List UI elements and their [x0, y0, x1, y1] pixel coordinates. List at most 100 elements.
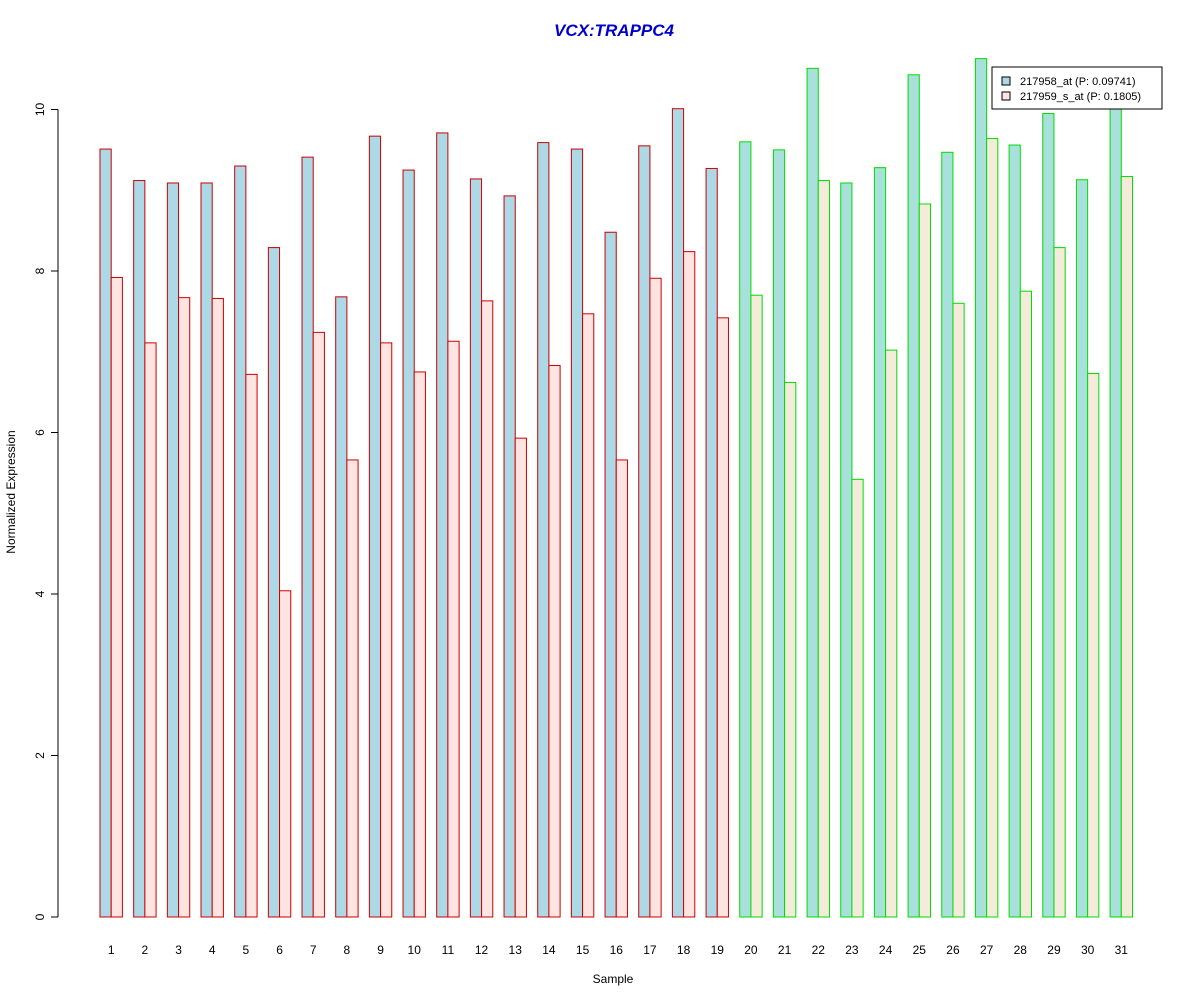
x-tick-label: 9: [377, 943, 384, 957]
bar-s2-sample-24: [885, 349, 898, 918]
bar-s2-sample-16: [615, 459, 628, 918]
bar-s2-sample-7: [312, 331, 325, 918]
bar-s1-sample-16: [604, 231, 617, 918]
bar-s1-sample-20: [739, 141, 752, 918]
bar-s2-sample-4: [211, 297, 224, 918]
x-axis-label: Sample: [593, 972, 634, 986]
x-tick-label: 29: [1047, 943, 1061, 957]
bar-s2-sample-23: [851, 478, 864, 918]
y-axis-label: Normalized Expression: [4, 430, 18, 553]
bar-s2-sample-14: [548, 364, 561, 918]
x-tick-label: 20: [744, 943, 758, 957]
x-tick-label: 22: [812, 943, 826, 957]
bar-s2-sample-29: [1053, 247, 1066, 918]
y-tick-label: 8: [33, 267, 47, 274]
bar-s1-sample-23: [840, 182, 853, 918]
x-tick-label: 12: [475, 943, 489, 957]
bar-s1-sample-17: [638, 145, 651, 918]
bar-s1-sample-11: [436, 132, 449, 918]
legend-label-1: 217958_at (P: 0.09741): [1020, 76, 1136, 88]
x-tick-label: 24: [879, 943, 893, 957]
bar-s1-sample-12: [469, 178, 483, 918]
y-tick-label: 4: [33, 590, 47, 597]
x-tick-label: 8: [344, 943, 351, 957]
bar-s2-sample-5: [245, 373, 258, 918]
bar-s2-sample-31: [1120, 176, 1134, 918]
y-tick-label: 2: [33, 752, 47, 759]
bar-s1-sample-7: [301, 156, 314, 918]
x-tick-label: 27: [980, 943, 994, 957]
bar-s2-sample-3: [178, 297, 191, 918]
bar-s2-sample-2: [144, 342, 157, 918]
bar-s2-sample-10: [413, 371, 426, 918]
x-tick-label: 26: [946, 943, 960, 957]
bar-s1-sample-26: [941, 151, 954, 918]
bar-s1-sample-18: [671, 108, 685, 918]
x-tick-label: 18: [677, 943, 691, 957]
x-tick-label: 7: [310, 943, 317, 957]
bar-s1-sample-4: [200, 182, 213, 918]
bar-s1-sample-29: [1042, 113, 1055, 918]
bar-s2-sample-28: [1019, 290, 1032, 918]
bar-s1-sample-22: [806, 67, 819, 918]
x-tick-label: 2: [142, 943, 149, 957]
x-tick-label: 1: [108, 943, 115, 957]
bar-s1-sample-2: [133, 180, 146, 918]
bar-s2-sample-9: [380, 342, 393, 918]
x-tick-label: 3: [175, 943, 182, 957]
bar-s2-sample-25: [918, 203, 931, 918]
bar-s1-sample-10: [402, 169, 415, 918]
x-tick-label: 30: [1081, 943, 1095, 957]
x-tick-label: 5: [243, 943, 250, 957]
bar-s1-sample-14: [537, 142, 550, 918]
bar-s2-sample-6: [279, 590, 292, 918]
x-tick-label: 19: [711, 943, 725, 957]
bar-s1-sample-8: [335, 296, 348, 918]
y-axis: 0 2 4 6 8 10: [33, 103, 59, 920]
legend-box: [991, 66, 1163, 110]
x-tick-label: 16: [610, 943, 624, 957]
bar-s1-sample-31: [1109, 98, 1122, 918]
x-tick-label: 23: [845, 943, 859, 957]
x-tick-label: 17: [643, 943, 657, 957]
bar-s2-sample-26: [952, 302, 965, 918]
bar-s2-sample-11: [447, 340, 460, 918]
bar-s2-sample-27: [986, 138, 999, 918]
x-tick-label: 4: [209, 943, 216, 957]
bar-s2-sample-18: [683, 251, 696, 918]
bar-s1-sample-27: [974, 58, 988, 918]
bar-s1-sample-15: [570, 148, 584, 918]
bar-s1-sample-19: [705, 167, 718, 918]
x-tick-label: 14: [542, 943, 556, 957]
bar-s1-sample-6: [267, 247, 281, 918]
bar-s2-sample-19: [716, 317, 729, 918]
bar-s2-sample-21: [784, 381, 797, 918]
bar-s2-sample-1: [110, 276, 123, 918]
bar-s2-sample-13: [514, 437, 527, 918]
bar-s1-sample-3: [166, 182, 180, 918]
bar-s1-sample-30: [1075, 179, 1089, 918]
bar-s2-sample-17: [649, 277, 662, 918]
x-tick-label: 13: [509, 943, 523, 957]
x-tick-label: 25: [913, 943, 927, 957]
x-tick-label: 28: [1014, 943, 1028, 957]
bar-s1-sample-13: [503, 195, 516, 918]
x-tick-label: 10: [408, 943, 422, 957]
bar-s1-sample-25: [907, 74, 920, 918]
x-tick-label: 21: [778, 943, 792, 957]
x-tick-label: 6: [276, 943, 283, 957]
y-tick-label: 6: [33, 429, 47, 436]
y-tick-label: 10: [33, 103, 47, 117]
legend-swatch-2: [1001, 91, 1011, 101]
legend-swatch-1: [1001, 76, 1011, 86]
bar-s2-sample-20: [750, 294, 763, 918]
bar-s1-sample-9: [368, 135, 382, 918]
y-tick-label: 0: [33, 913, 47, 920]
bar-s2-sample-12: [481, 300, 494, 918]
legend-label-2: 217959_s_at (P: 0.1805): [1020, 91, 1141, 103]
bar-s2-sample-8: [346, 459, 359, 918]
bar-s2-sample-22: [817, 180, 830, 918]
legend: 217958_at (P: 0.09741) 217959_s_at (P: 0…: [991, 66, 1163, 110]
chart-title: VCX:TRAPPC4: [554, 21, 675, 40]
